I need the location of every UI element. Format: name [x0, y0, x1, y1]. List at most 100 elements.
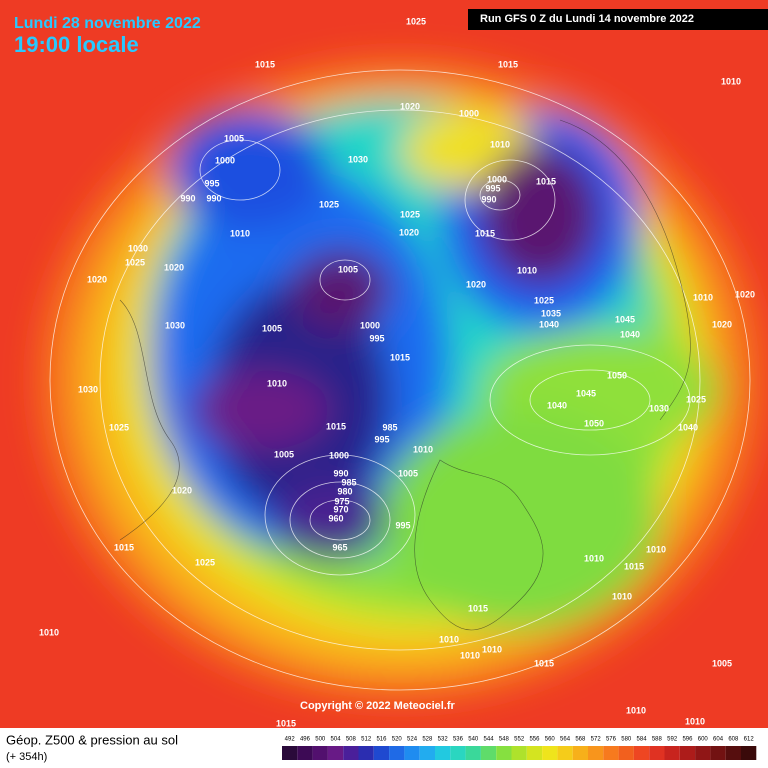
isobar-label: 1010 — [413, 444, 433, 454]
colorbar-label: 568 — [575, 737, 586, 743]
colorbar-swatch — [343, 746, 359, 760]
isobar-label: 1005 — [262, 323, 282, 333]
isobar-label: 1005 — [398, 468, 418, 478]
isobar-label: 1010 — [230, 228, 250, 238]
isobar-label: 1010 — [721, 76, 741, 86]
isobar-label: 1010 — [460, 650, 480, 660]
isobar-label: 1020 — [712, 319, 732, 329]
colorbar-swatch — [741, 746, 757, 760]
isobar-label: 1010 — [39, 627, 59, 637]
colorbar-label: 576 — [606, 737, 617, 743]
isobar-label: 1010 — [490, 139, 510, 149]
isobar-label: 1010 — [584, 553, 604, 563]
isobar-label: 1015 — [534, 658, 554, 668]
coastlines — [119, 119, 691, 631]
isobar-label: 990 — [481, 194, 496, 204]
colorbar-label: 512 — [361, 737, 372, 743]
isobar-label: 1010 — [612, 591, 632, 601]
copyright: Copyright © 2022 Meteociel.fr — [300, 700, 456, 712]
isobar-label: 985 — [382, 422, 397, 432]
colorbar-swatch — [542, 746, 558, 760]
isobar-label: 985 — [341, 477, 356, 487]
isobar-label: 990 — [206, 193, 221, 203]
colorbar-label: 540 — [468, 737, 479, 743]
isobar-label: 995 — [369, 333, 384, 343]
colorbar-label: 588 — [652, 737, 663, 743]
colorbar-swatch — [312, 746, 328, 760]
colorbar-swatch — [633, 746, 650, 760]
colorbar-label: 580 — [621, 737, 632, 743]
isobar-label: 1010 — [439, 634, 459, 644]
colorbar-label: 596 — [682, 737, 693, 743]
isobar-label: 1020 — [172, 485, 192, 495]
isobar-label: 1050 — [607, 370, 627, 380]
colorbar-swatch — [557, 746, 573, 760]
colorbar-swatch — [618, 746, 634, 760]
colorbar-swatch — [465, 746, 481, 760]
isobar-label: 990 — [333, 468, 348, 478]
colorbar-label: 592 — [667, 737, 678, 743]
isobar-label: 1010 — [517, 265, 537, 275]
colorbar-label: 564 — [560, 737, 571, 743]
colorbar-swatch — [695, 746, 711, 760]
footer-lead: (+ 354h) — [6, 751, 47, 763]
colorbar-swatch — [282, 746, 298, 760]
isobar-label: 1015 — [624, 561, 644, 571]
isobar-label: 960 — [328, 513, 343, 523]
isobar-label: 1015 — [255, 59, 275, 69]
isobar-label: 1040 — [539, 319, 559, 329]
colorbar-label: 496 — [300, 737, 311, 743]
isobar-label: 1020 — [87, 274, 107, 284]
colorbar-label: 520 — [392, 737, 403, 743]
isobar-label: 1025 — [125, 257, 145, 267]
map-time: 19:00 locale — [14, 32, 139, 57]
isobar-label: 1015 — [475, 228, 495, 238]
colorbar-swatch — [725, 746, 741, 760]
isobar-label: 970 — [333, 504, 348, 514]
colorbar-label: 600 — [698, 737, 709, 743]
colorbar-swatch — [649, 746, 665, 760]
geopotential-field — [40, 60, 760, 700]
isobar-labels: 1025 1015 1015 1010 1020 1000 1005 1010 1030 1000… — [39, 16, 755, 728]
run-info: Run GFS 0 Z du Lundi 14 novembre 2022 — [480, 13, 694, 25]
isobar-label: 1045 — [576, 388, 596, 398]
isobar-label: 1000 — [329, 450, 349, 460]
colorbar-swatch — [435, 746, 451, 760]
isobar-label: 1040 — [678, 422, 698, 432]
isobar-label: 1030 — [348, 154, 368, 164]
isobar-label: 1000 — [215, 155, 235, 165]
isobar-label: 1020 — [399, 227, 419, 237]
colorbar-label: 536 — [453, 737, 464, 743]
colorbar-label: 608 — [728, 737, 739, 743]
colorbar-swatch — [480, 746, 497, 760]
colorbar-swatch — [710, 746, 726, 760]
isobar-label: 1020 — [400, 101, 420, 111]
colorbar-label: 544 — [484, 737, 495, 743]
isobars — [49, 69, 751, 691]
isobar-label: 1025 — [109, 422, 129, 432]
isobar-label: 965 — [332, 542, 347, 552]
colorbar-label: 548 — [499, 737, 510, 743]
colorbar-label: 612 — [744, 737, 755, 743]
isobar-label: 1020 — [735, 289, 755, 299]
colorbar: 492 496 500 504 508 512 516 520 524 528 532 536 540 5… — [282, 737, 757, 760]
isobar-label: 1010 — [685, 716, 705, 726]
isobar-label: 1010 — [267, 378, 287, 388]
isobar-label: 1015 — [468, 603, 488, 613]
isobar-label: 1015 — [498, 59, 518, 69]
colorbar-swatch — [496, 746, 512, 760]
isobar-label: 1000 — [487, 174, 507, 184]
isobar-label: 1040 — [547, 400, 567, 410]
colorbar-swatch — [450, 746, 466, 760]
isobar-label: 1025 — [195, 557, 215, 567]
colorbar-swatch — [679, 746, 696, 760]
isobar-label: 995 — [395, 520, 410, 530]
map-title: Lundi 28 novembre 2022 — [14, 15, 201, 32]
colorbar-swatch — [327, 746, 344, 760]
isobar-label: 1025 — [400, 209, 420, 219]
isobar-label: 1015 — [114, 542, 134, 552]
colorbar-swatch — [389, 746, 405, 760]
footer-title: Géop. Z500 & pression au sol — [6, 732, 178, 747]
colorbar-swatch — [588, 746, 604, 760]
isobar-label: 990 — [180, 193, 195, 203]
